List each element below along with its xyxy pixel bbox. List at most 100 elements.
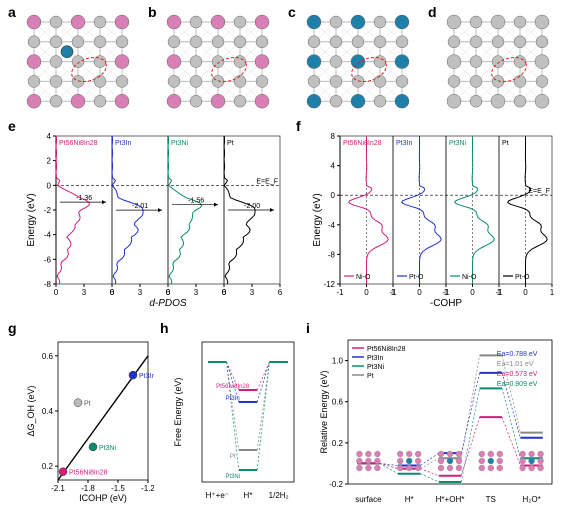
svg-text:Pt: Pt	[502, 140, 509, 147]
svg-text:0.2: 0.2	[332, 439, 344, 448]
svg-text:Ea=0.788 eV: Ea=0.788 eV	[497, 351, 538, 358]
svg-text:3: 3	[82, 288, 87, 297]
svg-text:0: 0	[417, 288, 422, 297]
svg-text:0: 0	[331, 191, 336, 200]
svg-text:Pt56Ni8In28: Pt56Ni8In28	[216, 384, 250, 390]
svg-text:surface: surface	[355, 495, 382, 504]
svg-text:Pt3In: Pt3In	[367, 355, 383, 362]
svg-text:6: 6	[278, 288, 283, 297]
svg-text:0: 0	[166, 288, 171, 297]
svg-text:TS: TS	[486, 495, 496, 504]
label-i: i	[306, 320, 310, 336]
svg-text:1: 1	[550, 288, 555, 297]
svg-text:0.6: 0.6	[42, 352, 54, 361]
svg-text:Pt56Ni8In28: Pt56Ni8In28	[343, 140, 382, 147]
structure-b	[158, 10, 278, 110]
label-c: c	[288, 4, 296, 20]
structure-a	[18, 10, 138, 110]
svg-text:3: 3	[194, 288, 199, 297]
svg-text:Pt3Ni: Pt3Ni	[449, 140, 467, 147]
svg-text:E=E_F: E=E_F	[528, 188, 550, 195]
svg-text:d-PDOS: d-PDOS	[149, 298, 187, 309]
svg-text:-1: -1	[442, 288, 450, 297]
svg-text:0: 0	[110, 288, 115, 297]
svg-text:Pt56Ni8In28: Pt56Ni8In28	[367, 346, 406, 353]
svg-text:Ni-O: Ni-O	[462, 274, 477, 281]
label-e: e	[8, 118, 16, 134]
svg-text:H⁺+e⁻: H⁺+e⁻	[206, 491, 229, 500]
svg-text:Pt3Ni: Pt3Ni	[99, 445, 117, 452]
svg-text:Ea=0.573 eV: Ea=0.573 eV	[497, 371, 538, 378]
svg-text:Pt3In: Pt3In	[226, 396, 240, 402]
svg-text:Pt3Ni: Pt3Ni	[171, 140, 189, 147]
svg-text:-12: -12	[323, 280, 335, 289]
structure-c	[298, 10, 418, 110]
svg-text:Pt: Pt	[227, 140, 234, 147]
svg-text:-4: -4	[328, 221, 336, 230]
svg-text:-0.2: -0.2	[329, 480, 343, 489]
svg-text:Pt3In: Pt3In	[396, 140, 412, 147]
svg-text:0.6: 0.6	[332, 398, 344, 407]
label-a: a	[8, 4, 16, 20]
structure-d	[438, 10, 558, 110]
svg-text:4: 4	[331, 162, 336, 171]
svg-text:Ni-O: Ni-O	[356, 274, 371, 281]
svg-text:0.4: 0.4	[42, 407, 54, 416]
svg-text:Pt-O: Pt-O	[409, 274, 424, 281]
svg-text:0: 0	[523, 288, 528, 297]
svg-text:H*+OH*: H*+OH*	[436, 495, 465, 504]
label-g: g	[8, 320, 17, 336]
svg-text:0: 0	[364, 288, 369, 297]
svg-text:0: 0	[470, 288, 475, 297]
svg-text:Pt: Pt	[84, 401, 91, 408]
svg-text:3: 3	[138, 288, 143, 297]
svg-text:ΔG_OH (eV): ΔG_OH (eV)	[26, 385, 36, 436]
svg-text:-1.5: -1.5	[111, 484, 125, 493]
svg-text:0: 0	[47, 181, 52, 190]
svg-text:-1.56: -1.56	[188, 198, 204, 205]
svg-text:-1.2: -1.2	[141, 484, 154, 493]
svg-text:0: 0	[222, 288, 227, 297]
svg-text:4: 4	[47, 132, 52, 141]
svg-text:-8: -8	[44, 280, 52, 289]
svg-text:2: 2	[47, 157, 52, 166]
svg-text:H₂O*: H₂O*	[522, 495, 540, 504]
svg-text:Pt3In: Pt3In	[139, 373, 154, 380]
svg-text:0.2: 0.2	[42, 462, 54, 471]
svg-text:Pt: Pt	[230, 454, 236, 460]
svg-text:H*: H*	[244, 491, 253, 500]
svg-text:Free Energy (eV): Free Energy (eV)	[173, 377, 183, 446]
svg-text:-1.36: -1.36	[76, 195, 92, 202]
svg-text:-1.8: -1.8	[81, 484, 95, 493]
label-b: b	[148, 4, 157, 20]
svg-text:-2.1: -2.1	[51, 484, 65, 493]
label-d: d	[428, 4, 437, 20]
svg-text:-2.01: -2.01	[132, 203, 148, 210]
svg-text:-2.00: -2.00	[244, 203, 260, 210]
label-h: h	[160, 320, 169, 336]
svg-text:E=E_F: E=E_F	[256, 178, 278, 185]
svg-text:-1: -1	[336, 288, 344, 297]
svg-text:Pt56Ni8In28: Pt56Ni8In28	[59, 140, 98, 147]
svg-text:Pt3Ni: Pt3Ni	[225, 474, 240, 480]
svg-text:1/2H₂: 1/2H₂	[269, 491, 289, 500]
svg-text:Energy (eV): Energy (eV)	[26, 193, 37, 246]
panel-h-free-energy: Pt56Ni8In28 Pt3In Pt Pt3Ni H⁺+e⁻ H* 1/2H₂ Free …	[172, 334, 300, 504]
svg-text:-2: -2	[44, 206, 52, 215]
svg-text:ICOHP (eV): ICOHP (eV)	[79, 493, 127, 503]
svg-text:8: 8	[331, 132, 336, 141]
svg-text:Pt-O: Pt-O	[515, 274, 530, 281]
svg-text:-4: -4	[44, 231, 52, 240]
panel-i-reaction: -0.20.20.61.0surfaceH*H*+OH*TSH₂O*Pt56Ni…	[318, 334, 556, 508]
panel-e-pdos: -8-6-4-2024Energy (eV)E=E_F036-1.36Pt56N…	[24, 130, 284, 310]
svg-text:-1: -1	[389, 288, 397, 297]
svg-text:-COHP: -COHP	[430, 298, 463, 309]
svg-text:H*: H*	[405, 495, 414, 504]
svg-text:Pt3Ni: Pt3Ni	[367, 364, 385, 371]
svg-text:Pt3In: Pt3In	[115, 140, 131, 147]
label-f: f	[296, 118, 301, 134]
panel-f-cohp: -12-8-4048Energy (eV)E=E_F-101Pt56Ni8In2…	[310, 130, 556, 310]
svg-text:Relative Energy (eV): Relative Energy (eV)	[319, 370, 329, 453]
svg-text:0: 0	[54, 288, 59, 297]
svg-text:Pt: Pt	[367, 373, 374, 380]
